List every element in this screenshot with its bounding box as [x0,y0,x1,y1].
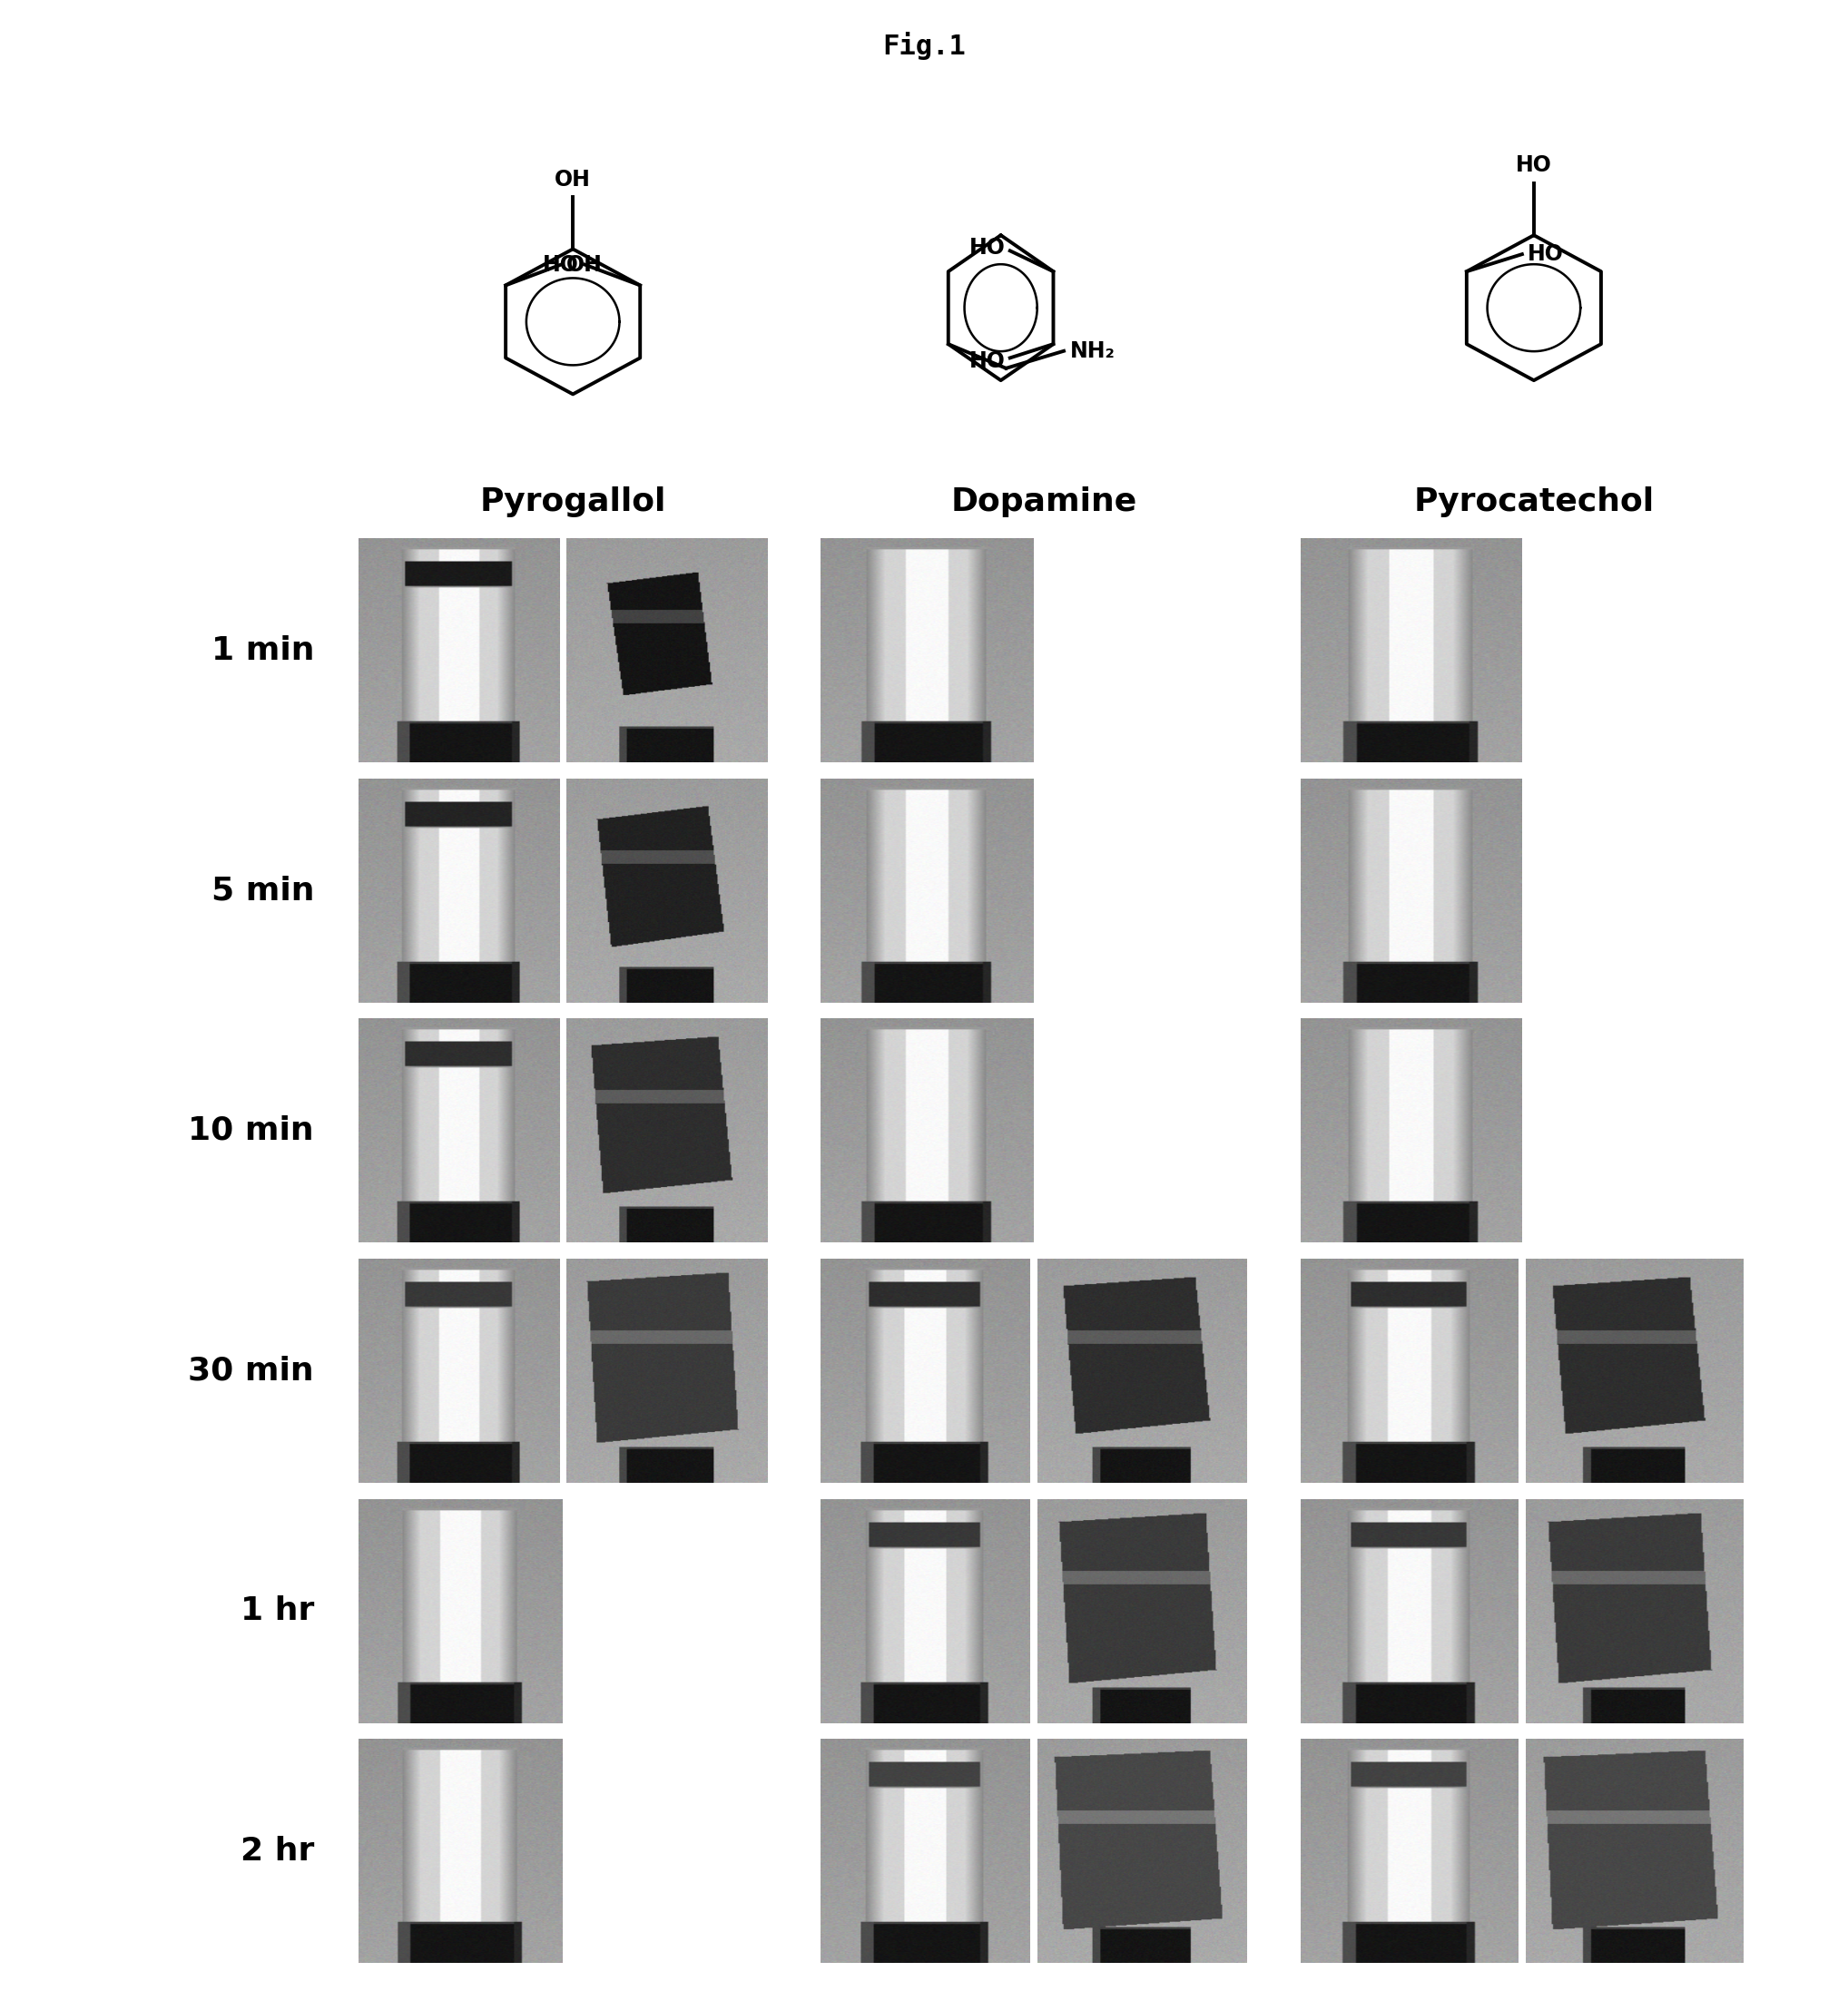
Text: OH: OH [567,254,602,276]
Text: HO: HO [543,254,578,276]
Text: Pyrogallol: Pyrogallol [480,486,665,516]
Text: HO: HO [1515,154,1552,176]
Text: Fig.1: Fig.1 [881,32,967,60]
Text: Dopamine: Dopamine [952,486,1137,516]
Text: 1 min: 1 min [211,634,314,666]
Text: NH₂: NH₂ [1070,340,1114,362]
Text: 5 min: 5 min [211,874,314,906]
Text: 2 hr: 2 hr [240,1835,314,1867]
Text: 30 min: 30 min [188,1355,314,1387]
Text: HO: HO [1528,244,1563,264]
Text: 10 min: 10 min [188,1115,314,1147]
Text: 1 hr: 1 hr [240,1595,314,1627]
Text: HO: HO [970,350,1005,372]
Text: Pyrocatechol: Pyrocatechol [1414,486,1654,516]
Text: HO: HO [970,236,1005,258]
Text: OH: OH [554,168,591,190]
